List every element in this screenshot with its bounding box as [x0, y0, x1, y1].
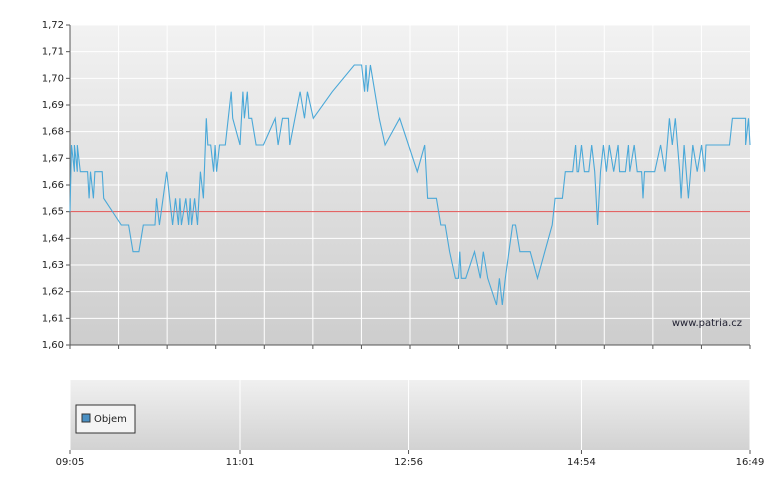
y-tick-label: 1,66	[42, 180, 64, 191]
y-tick-label: 1,61	[42, 313, 64, 324]
y-tick-label: 1,68	[42, 127, 64, 138]
x-tick-label: 16:49	[736, 457, 765, 468]
legend-label: Objem	[94, 414, 127, 425]
y-tick-label: 1,64	[42, 233, 64, 244]
legend-swatch	[81, 413, 91, 423]
y-tick-label: 1,63	[42, 260, 64, 271]
y-tick-label: 1,65	[42, 207, 64, 218]
y-tick-label: 1,69	[42, 100, 64, 111]
panel-grid	[69, 24, 751, 450]
y-tick-label: 1,72	[42, 20, 64, 31]
y-tick-label: 1,67	[42, 153, 64, 164]
y-tick-label: 1,70	[42, 73, 64, 84]
y-tick-label: 1,62	[42, 287, 64, 298]
y-tick-label: 1,60	[42, 340, 64, 351]
y-tick-label: 1,71	[42, 47, 64, 58]
x-tick-label: 09:05	[56, 457, 85, 468]
x-tick-label: 12:56	[394, 457, 423, 468]
x-tick-label: 14:54	[567, 457, 596, 468]
x-tick-label: 11:01	[226, 457, 255, 468]
volume-panel	[70, 380, 750, 450]
price-line	[69, 64, 751, 306]
watermark: www.patria.cz	[672, 318, 742, 329]
